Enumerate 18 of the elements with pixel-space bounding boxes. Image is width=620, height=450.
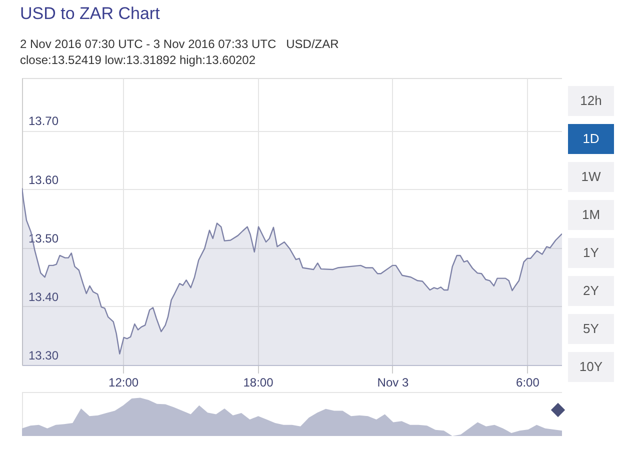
- text: 1Y: [568, 238, 614, 268]
- x-tick-label: 12:00: [108, 376, 139, 390]
- text: 1W: [568, 162, 614, 192]
- text: 10Y: [568, 352, 614, 382]
- y-tick-label: 13.60: [28, 172, 59, 187]
- text: 1D: [568, 124, 614, 154]
- chart-subtitle: 2 Nov 2016 07:30 UTC - 3 Nov 2016 07:33 UTC USD/ZAR close:13.52419 low:13.31892 high:13.60202: [20, 36, 340, 68]
- text: 1M: [568, 200, 614, 230]
- text: 5Y: [568, 314, 614, 344]
- y-tick-label: 13.70: [28, 114, 59, 128]
- x-tick-label: 18:00: [243, 376, 274, 390]
- y-tick-label: 13.30: [28, 348, 59, 362]
- x-tick-label: 6:00: [516, 376, 540, 390]
- x-tick-label: Nov 3: [377, 376, 409, 390]
- chart-title: USD to ZAR Chart: [20, 4, 160, 24]
- y-tick-label: 13.40: [28, 290, 59, 304]
- text: 12h: [568, 86, 614, 116]
- text: 2Y: [568, 276, 614, 306]
